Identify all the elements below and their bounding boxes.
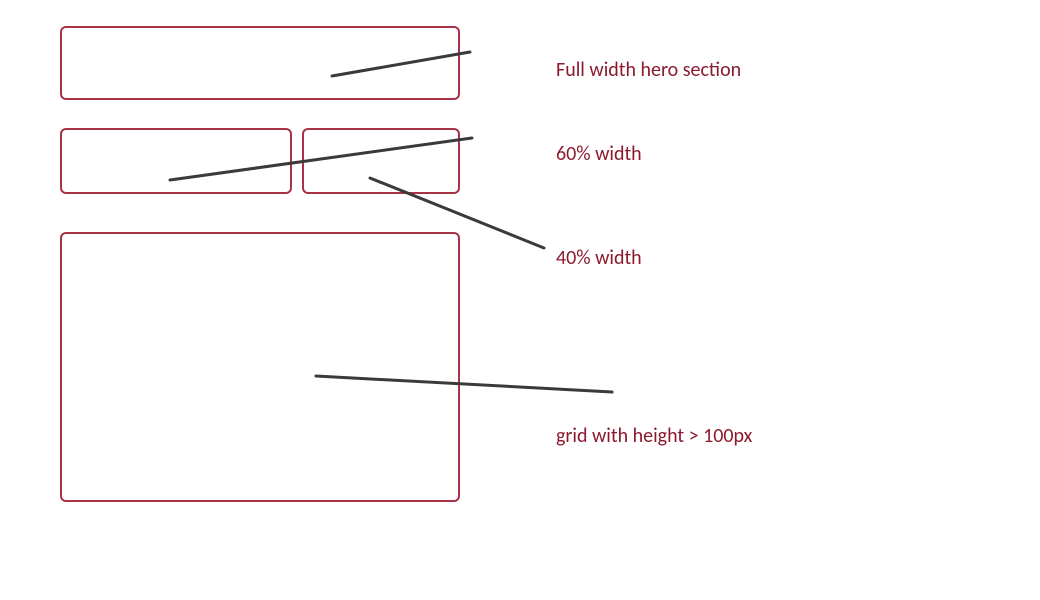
hero-box (60, 26, 460, 100)
label-col60: 60% width (556, 142, 642, 166)
wireframe-canvas: Full width hero section 60% width 40% wi… (0, 0, 1040, 600)
label-grid: grid with height > 100px (556, 424, 752, 448)
col60-box (60, 128, 292, 194)
grid-box (60, 232, 460, 502)
col40-box (302, 128, 460, 194)
label-col40: 40% width (556, 246, 642, 270)
label-hero: Full width hero section (556, 58, 741, 82)
